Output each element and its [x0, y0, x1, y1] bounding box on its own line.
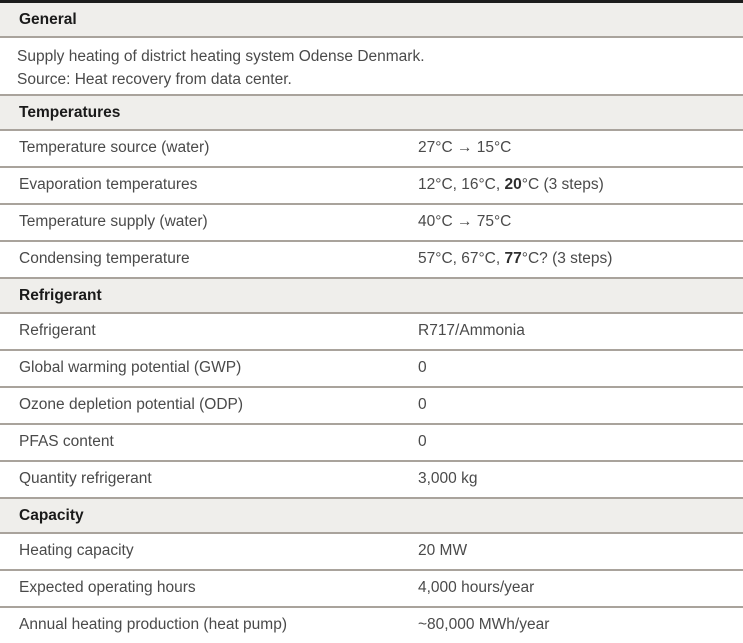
table-row-condensing-temperature: Condensing temperature 57°C, 67°C, 77°C?… — [0, 242, 743, 279]
table-row-evaporation-temperatures: Evaporation temperatures 12°C, 16°C, 20°… — [0, 168, 743, 205]
section-title: Temperatures — [19, 103, 121, 121]
row-value: 0 — [418, 359, 427, 376]
row-label: Condensing temperature — [19, 250, 190, 267]
description-line: Supply heating of district heating syste… — [17, 48, 425, 65]
row-value: 12°C, 16°C, 20°C (3 steps) — [418, 176, 604, 193]
row-value: 40°C → 75°C — [418, 213, 512, 230]
row-label: Expected operating hours — [19, 579, 196, 596]
section-header-refrigerant: Refrigerant — [0, 279, 743, 314]
row-label: Temperature supply (water) — [19, 213, 208, 230]
row-label: Ozone depletion potential (ODP) — [19, 396, 244, 413]
row-label: PFAS content — [19, 433, 114, 450]
row-value: 20 MW — [418, 542, 468, 559]
table-row-pfas-content: PFAS content 0 — [0, 425, 743, 462]
row-value: ~80,000 MWh/year — [418, 616, 550, 633]
table-row-annual-heating-production: Annual heating production (heat pump) ~8… — [0, 608, 743, 643]
table-row-odp: Ozone depletion potential (ODP) 0 — [0, 388, 743, 425]
row-value: 0 — [418, 396, 427, 413]
section-header-general: General — [0, 3, 743, 38]
table-row-heating-capacity: Heating capacity 20 MW — [0, 534, 743, 571]
highlighted-value: 20 — [504, 176, 522, 193]
row-value: 3,000 kg — [418, 470, 478, 487]
section-title: Capacity — [19, 506, 84, 524]
section-header-capacity: Capacity — [0, 499, 743, 534]
row-value: 27°C → 15°C — [418, 139, 512, 156]
table-row-temperature-supply: Temperature supply (water) 40°C → 75°C — [0, 205, 743, 242]
section-title: Refrigerant — [19, 286, 102, 304]
row-label: Refrigerant — [19, 322, 96, 339]
table-row-gwp: Global warming potential (GWP) 0 — [0, 351, 743, 388]
section-header-temperatures: Temperatures — [0, 96, 743, 131]
general-description: Supply heating of district heating syste… — [0, 38, 743, 96]
highlighted-value: 77 — [504, 250, 522, 267]
row-label: Heating capacity — [19, 542, 134, 559]
table-row-quantity-refrigerant: Quantity refrigerant 3,000 kg — [0, 462, 743, 499]
row-value: 57°C, 67°C, 77°C? (3 steps) — [418, 250, 613, 267]
row-label: Global warming potential (GWP) — [19, 359, 242, 376]
row-value: 4,000 hours/year — [418, 579, 535, 596]
table-row-refrigerant: Refrigerant R717/Ammonia — [0, 314, 743, 351]
table-row-temperature-source: Temperature source (water) 27°C → 15°C — [0, 131, 743, 168]
row-label: Temperature source (water) — [19, 139, 210, 156]
row-label: Evaporation temperatures — [19, 176, 198, 193]
row-value: 0 — [418, 433, 427, 450]
row-label: Annual heating production (heat pump) — [19, 616, 287, 633]
row-value: R717/Ammonia — [418, 322, 525, 339]
section-title: General — [19, 10, 77, 28]
row-label: Quantity refrigerant — [19, 470, 152, 487]
description-line: Source: Heat recovery from data center. — [17, 71, 292, 88]
table-row-operating-hours: Expected operating hours 4,000 hours/yea… — [0, 571, 743, 608]
